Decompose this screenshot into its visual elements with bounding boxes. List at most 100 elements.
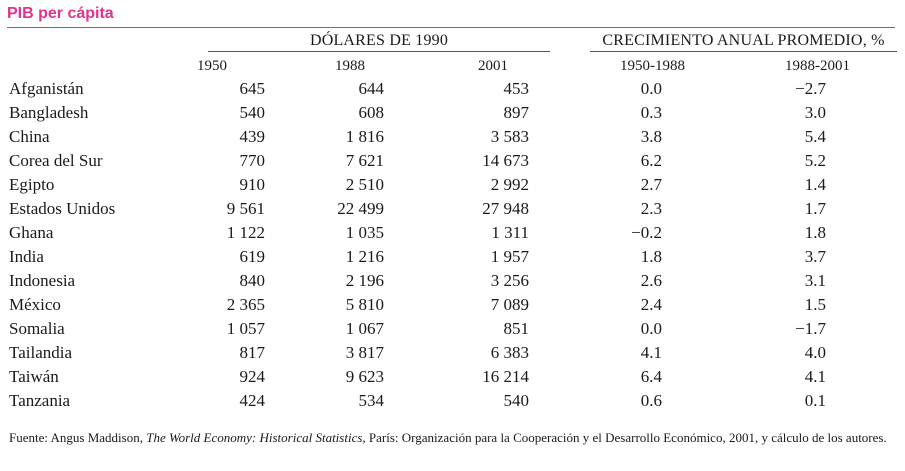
value-2001-cell: 3 583 xyxy=(490,127,529,146)
value-1988-cell: 1 216 xyxy=(345,247,384,266)
value-1988-cell: 9 623 xyxy=(345,367,384,386)
value-1950-cell: 645 xyxy=(239,79,266,98)
group-rule-dollars xyxy=(208,51,550,52)
value-1988-cell: 534 xyxy=(358,391,385,410)
country-cell: Afganistán xyxy=(9,79,84,98)
value-2001-cell: 453 xyxy=(503,79,530,98)
table-row: Egipto 910 2 510 2 992 2.7 1.4 xyxy=(0,175,905,199)
growth-1988-2001-cell: 1.4 xyxy=(804,175,826,194)
growth-1950-1988-cell: 2.7 xyxy=(640,175,662,194)
value-1950-cell: 1 057 xyxy=(226,319,265,338)
value-1950-cell: 9 561 xyxy=(226,199,265,218)
growth-1950-1988-cell: 6.4 xyxy=(640,367,662,386)
table-row: México 2 365 5 810 7 089 2.4 1.5 xyxy=(0,295,905,319)
footnote-book-title: The World Economy: Historical Statistics xyxy=(146,430,363,445)
value-1988-cell: 7 621 xyxy=(345,151,384,170)
country-cell: Somalia xyxy=(9,319,65,338)
value-1950-cell: 910 xyxy=(239,175,266,194)
value-1950-cell: 540 xyxy=(239,103,266,122)
table-row: India 619 1 216 1 957 1.8 3.7 xyxy=(0,247,905,271)
value-2001-cell: 16 214 xyxy=(482,367,529,386)
growth-1950-1988-cell: 2.4 xyxy=(640,295,662,314)
value-1988-cell: 1 035 xyxy=(345,223,384,242)
growth-1950-1988-cell: 6.2 xyxy=(640,151,662,170)
value-2001-cell: 1 311 xyxy=(491,223,529,242)
growth-1950-1988-cell: 4.1 xyxy=(640,343,662,362)
value-2001-cell: 6 383 xyxy=(490,343,529,362)
page-title: PIB per cápita xyxy=(7,5,114,22)
value-1988-cell: 1 067 xyxy=(345,319,384,338)
table-row: Tanzania 424 534 540 0.6 0.1 xyxy=(0,391,905,415)
growth-1950-1988-cell: 0.0 xyxy=(640,319,662,338)
table-row: Taiwán 924 9 623 16 214 6.4 4.1 xyxy=(0,367,905,391)
col-header-1988: 1988 xyxy=(335,58,365,74)
country-cell: Estados Unidos xyxy=(9,199,116,218)
country-cell: Egipto xyxy=(9,175,55,194)
value-2001-cell: 14 673 xyxy=(482,151,529,170)
table-row: Estados Unidos 9 561 22 499 27 948 2.3 1.7 xyxy=(0,199,905,223)
growth-1950-1988-cell: 2.6 xyxy=(640,271,662,290)
table-row: Somalia 1 057 1 067 851 0.0 −1.7 xyxy=(0,319,905,343)
source-footnote: Fuente: Angus Maddison, The World Econom… xyxy=(9,430,899,446)
value-2001-cell: 897 xyxy=(503,103,530,122)
data-table: Afganistán 645 644 453 0.0 −2.7 Bangladesh 540 6… xyxy=(0,79,905,415)
growth-1988-2001-cell: 3.0 xyxy=(804,103,826,122)
growth-1950-1988-cell: −0.2 xyxy=(631,223,662,242)
growth-1950-1988-cell: 0.3 xyxy=(640,103,662,122)
growth-1988-2001-cell: 4.0 xyxy=(804,343,826,362)
table-row: Ghana 1 122 1 035 1 311 −0.2 1.8 xyxy=(0,223,905,247)
title-rule xyxy=(7,27,895,28)
value-1988-cell: 644 xyxy=(358,79,385,98)
growth-1950-1988-cell: 1.8 xyxy=(640,247,662,266)
growth-1988-2001-cell: 1.5 xyxy=(804,295,826,314)
value-2001-cell: 1 957 xyxy=(490,247,529,266)
table-row: Corea del Sur 770 7 621 14 673 6.2 5.2 xyxy=(0,151,905,175)
country-cell: Taiwán xyxy=(9,367,59,386)
growth-1988-2001-cell: −2.7 xyxy=(795,79,826,98)
value-1950-cell: 817 xyxy=(239,343,266,362)
value-1950-cell: 770 xyxy=(239,151,266,170)
table-row: Tailandia 817 3 817 6 383 4.1 4.0 xyxy=(0,343,905,367)
growth-1950-1988-cell: 3.8 xyxy=(640,127,662,146)
value-1988-cell: 1 816 xyxy=(345,127,384,146)
value-1950-cell: 439 xyxy=(239,127,266,146)
value-2001-cell: 3 256 xyxy=(490,271,529,290)
growth-1950-1988-cell: 2.3 xyxy=(640,199,662,218)
growth-1988-2001-cell: 5.2 xyxy=(804,151,826,170)
table-row: China 439 1 816 3 583 3.8 5.4 xyxy=(0,127,905,151)
value-1988-cell: 608 xyxy=(358,103,385,122)
growth-1988-2001-cell: −1.7 xyxy=(795,319,826,338)
country-cell: Corea del Sur xyxy=(9,151,103,170)
value-1950-cell: 924 xyxy=(239,367,266,386)
table-row: Afganistán 645 644 453 0.0 −2.7 xyxy=(0,79,905,103)
value-2001-cell: 2 992 xyxy=(490,175,529,194)
country-cell: Indonesia xyxy=(9,271,76,290)
table-row: Bangladesh 540 608 897 0.3 3.0 xyxy=(0,103,905,127)
value-2001-cell: 540 xyxy=(503,391,530,410)
growth-1988-2001-cell: 0.1 xyxy=(804,391,826,410)
col-header-1988-2001: 1988-2001 xyxy=(785,58,850,74)
country-cell: Tanzania xyxy=(9,391,71,410)
value-1988-cell: 22 499 xyxy=(337,199,384,218)
group-header-growth: CRECIMIENTO ANUAL PROMEDIO, % xyxy=(602,32,885,49)
growth-1988-2001-cell: 3.7 xyxy=(804,247,826,266)
country-cell: Ghana xyxy=(9,223,54,242)
value-1950-cell: 619 xyxy=(239,247,266,266)
value-1950-cell: 1 122 xyxy=(226,223,265,242)
country-cell: China xyxy=(9,127,50,146)
value-1988-cell: 2 510 xyxy=(345,175,384,194)
growth-1988-2001-cell: 5.4 xyxy=(804,127,826,146)
country-cell: Tailandia xyxy=(9,343,73,362)
growth-1950-1988-cell: 0.6 xyxy=(640,391,662,410)
country-cell: India xyxy=(9,247,44,266)
value-2001-cell: 27 948 xyxy=(482,199,529,218)
footnote-suffix: , París: Organización para la Cooperació… xyxy=(362,430,887,445)
col-header-1950: 1950 xyxy=(197,58,227,74)
group-header-dollars: DÓLARES DE 1990 xyxy=(309,32,449,49)
footnote-prefix: Fuente: Angus Maddison, xyxy=(9,430,147,445)
value-1950-cell: 2 365 xyxy=(226,295,265,314)
col-header-2001: 2001 xyxy=(478,58,508,74)
growth-1988-2001-cell: 1.7 xyxy=(804,199,826,218)
country-cell: México xyxy=(9,295,61,314)
growth-1988-2001-cell: 3.1 xyxy=(804,271,826,290)
